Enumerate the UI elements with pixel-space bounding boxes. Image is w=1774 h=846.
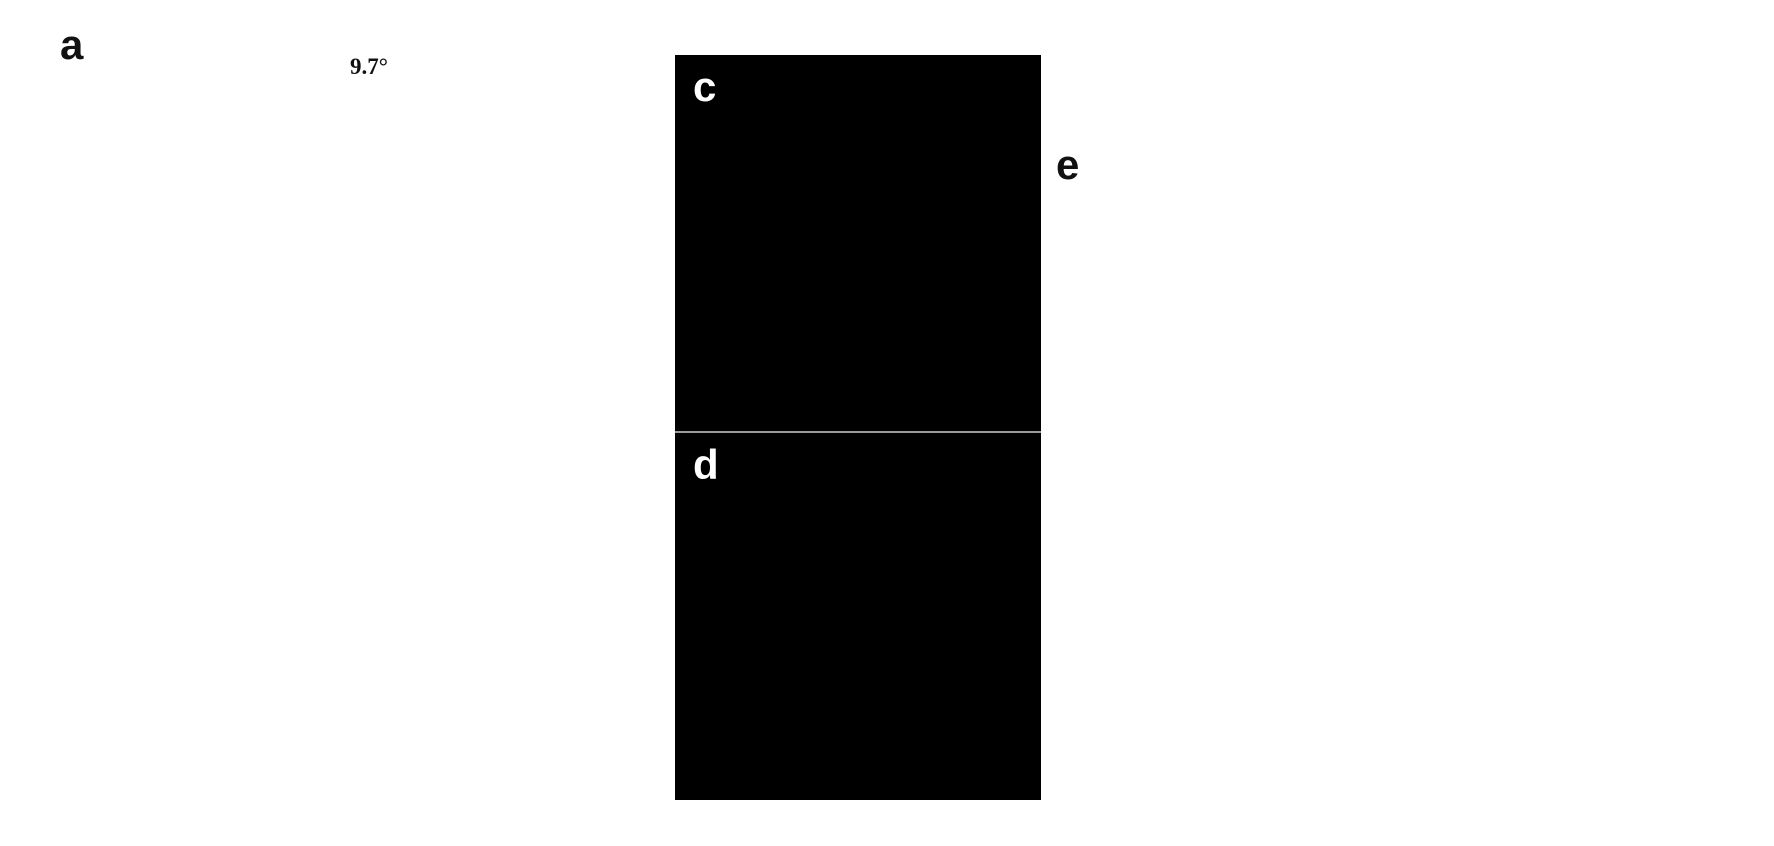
panel-d-ctf-diagnostic-image <box>675 433 1041 800</box>
panel-d-label: d <box>693 441 719 488</box>
scale-bar <box>542 584 659 592</box>
panel-e-label: e <box>1056 141 1080 188</box>
panel-b-label: b <box>66 539 92 586</box>
panel-a-peak-angle-annotation: 9.7° <box>350 54 388 79</box>
scale-bar-label: 300 nm <box>539 534 631 564</box>
panel-b-angle-annotation: 9.7° <box>342 724 382 750</box>
panel-c-label: c <box>693 63 717 110</box>
panel-b-tomogram-image <box>48 530 670 793</box>
panel-c-ctf-diagnostic-image <box>675 55 1041 431</box>
panel-cd-divider <box>675 431 1041 433</box>
panel-a-label: a <box>60 21 84 68</box>
